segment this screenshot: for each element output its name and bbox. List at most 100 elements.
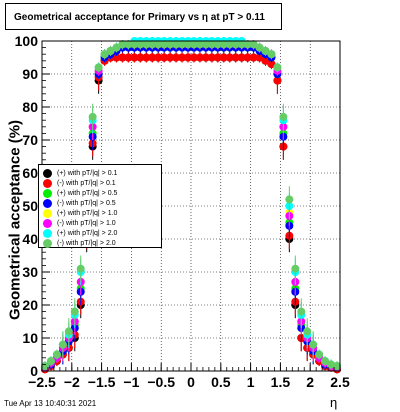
y-tick-label: 90: [22, 66, 38, 82]
data-point: [160, 53, 169, 62]
data-point: [124, 53, 133, 62]
y-tick-label: 50: [22, 198, 38, 214]
data-point: [279, 112, 288, 121]
y-tick-label: 0: [30, 363, 38, 379]
legend-marker: [43, 178, 52, 188]
y-tick-labels: 0 10 20 30 40 50 60 70 80 90 100: [15, 33, 39, 379]
data-point: [148, 53, 157, 62]
data-point: [94, 63, 103, 72]
data-point: [207, 40, 216, 49]
legend-marker: [43, 188, 52, 198]
data-point: [124, 40, 133, 49]
y-tick-label: 40: [22, 231, 38, 247]
legend-marker: [43, 218, 52, 228]
data-point: [130, 40, 139, 49]
data-point: [225, 40, 234, 49]
x-tick-label: 0.5: [211, 374, 231, 390]
data-series: [40, 37, 342, 374]
data-point: [249, 40, 258, 49]
data-point: [160, 40, 169, 49]
data-point: [130, 53, 139, 62]
data-point: [178, 53, 187, 62]
data-point: [52, 350, 61, 359]
data-point: [136, 40, 145, 49]
legend-marker: [43, 198, 52, 208]
legend-marker: [43, 228, 52, 238]
x-axis-label: η: [330, 395, 338, 410]
data-point: [225, 53, 234, 62]
data-point: [189, 53, 198, 62]
data-point: [297, 307, 306, 316]
data-point: [189, 40, 198, 49]
data-point: [261, 46, 270, 55]
data-point: [267, 60, 276, 69]
data-point: [172, 53, 181, 62]
legend-marker: [43, 238, 52, 248]
data-point: [184, 53, 193, 62]
data-point: [195, 40, 204, 49]
legend-entry: (-) with pT/|q| > 2.0: [43, 238, 116, 248]
legend-marker: [43, 208, 52, 218]
data-point: [255, 53, 264, 62]
data-point: [315, 350, 324, 359]
y-axis-label-box: Geometrical acceptance (%): [7, 120, 24, 320]
data-point: [243, 40, 252, 49]
data-point: [76, 264, 85, 273]
y-tick-label: 60: [22, 165, 38, 181]
data-point: [112, 43, 121, 52]
data-point: [58, 340, 67, 349]
data-point: [219, 53, 228, 62]
legend-entry: (+) with pT/|q| > 0.5: [43, 188, 117, 198]
data-point: [249, 53, 258, 62]
data-point: [100, 50, 109, 59]
y-tick-label: 80: [22, 99, 38, 115]
data-point: [237, 53, 246, 62]
y-tick-label: 10: [22, 330, 38, 346]
x-tick-label: 2.5: [330, 374, 350, 390]
data-point: [166, 53, 175, 62]
x-tick-label: 2: [306, 374, 314, 390]
x-tick-label: −0.5: [147, 374, 175, 390]
data-point: [118, 40, 127, 49]
data-point: [207, 53, 216, 62]
data-point: [142, 53, 151, 62]
legend-label: (+) with pT/|q| > 1.0: [57, 209, 118, 217]
x-tick-label: −2: [64, 374, 80, 390]
legend-label: (-) with pT/|q| > 1.0: [57, 219, 116, 227]
legend-entry: (-) with pT/|q| > 0.5: [43, 198, 116, 208]
legend-entry: (+) with pT/|q| > 1.0: [43, 208, 117, 218]
data-point: [231, 40, 240, 49]
chart-title: Geometrical acceptance for Primary vs η …: [14, 12, 265, 23]
data-point: [118, 53, 127, 62]
legend-label: (+) with pT/|q| > 0.1: [57, 169, 118, 177]
data-point: [273, 63, 282, 72]
data-point: [184, 40, 193, 49]
data-point: [154, 40, 163, 49]
data-point: [213, 53, 222, 62]
data-point: [46, 357, 55, 366]
data-point: [291, 264, 300, 273]
data-point: [112, 53, 121, 62]
data-point: [213, 40, 222, 49]
legend-entry: (+) with pT/|q| > 2.0: [43, 228, 117, 238]
legend-entry: (+) with pT/|q| > 0.1: [43, 168, 117, 178]
data-point: [219, 40, 228, 49]
y-tick-label: 20: [22, 297, 38, 313]
x-tick-label: −1.5: [88, 374, 116, 390]
data-point: [273, 76, 282, 85]
data-point: [267, 50, 276, 59]
legend-label: (+) with pT/|q| > 0.5: [57, 189, 118, 197]
x-tick-label: −2.5: [28, 374, 56, 390]
data-point: [243, 53, 252, 62]
legend-label: (-) with pT/|q| > 2.0: [57, 239, 116, 247]
y-tick-label: 70: [22, 132, 38, 148]
title-box: Geometrical acceptance for Primary vs η …: [5, 3, 282, 30]
data-point: [309, 340, 318, 349]
y-axis-label: Geometrical acceptance (%): [6, 119, 24, 321]
x-tick-label: −1: [123, 374, 139, 390]
legend-label: (-) with pT/|q| > 0.5: [57, 199, 116, 207]
data-point: [321, 357, 330, 366]
legend-entry: (-) with pT/|q| > 0.1: [43, 178, 116, 188]
data-point: [285, 195, 294, 204]
